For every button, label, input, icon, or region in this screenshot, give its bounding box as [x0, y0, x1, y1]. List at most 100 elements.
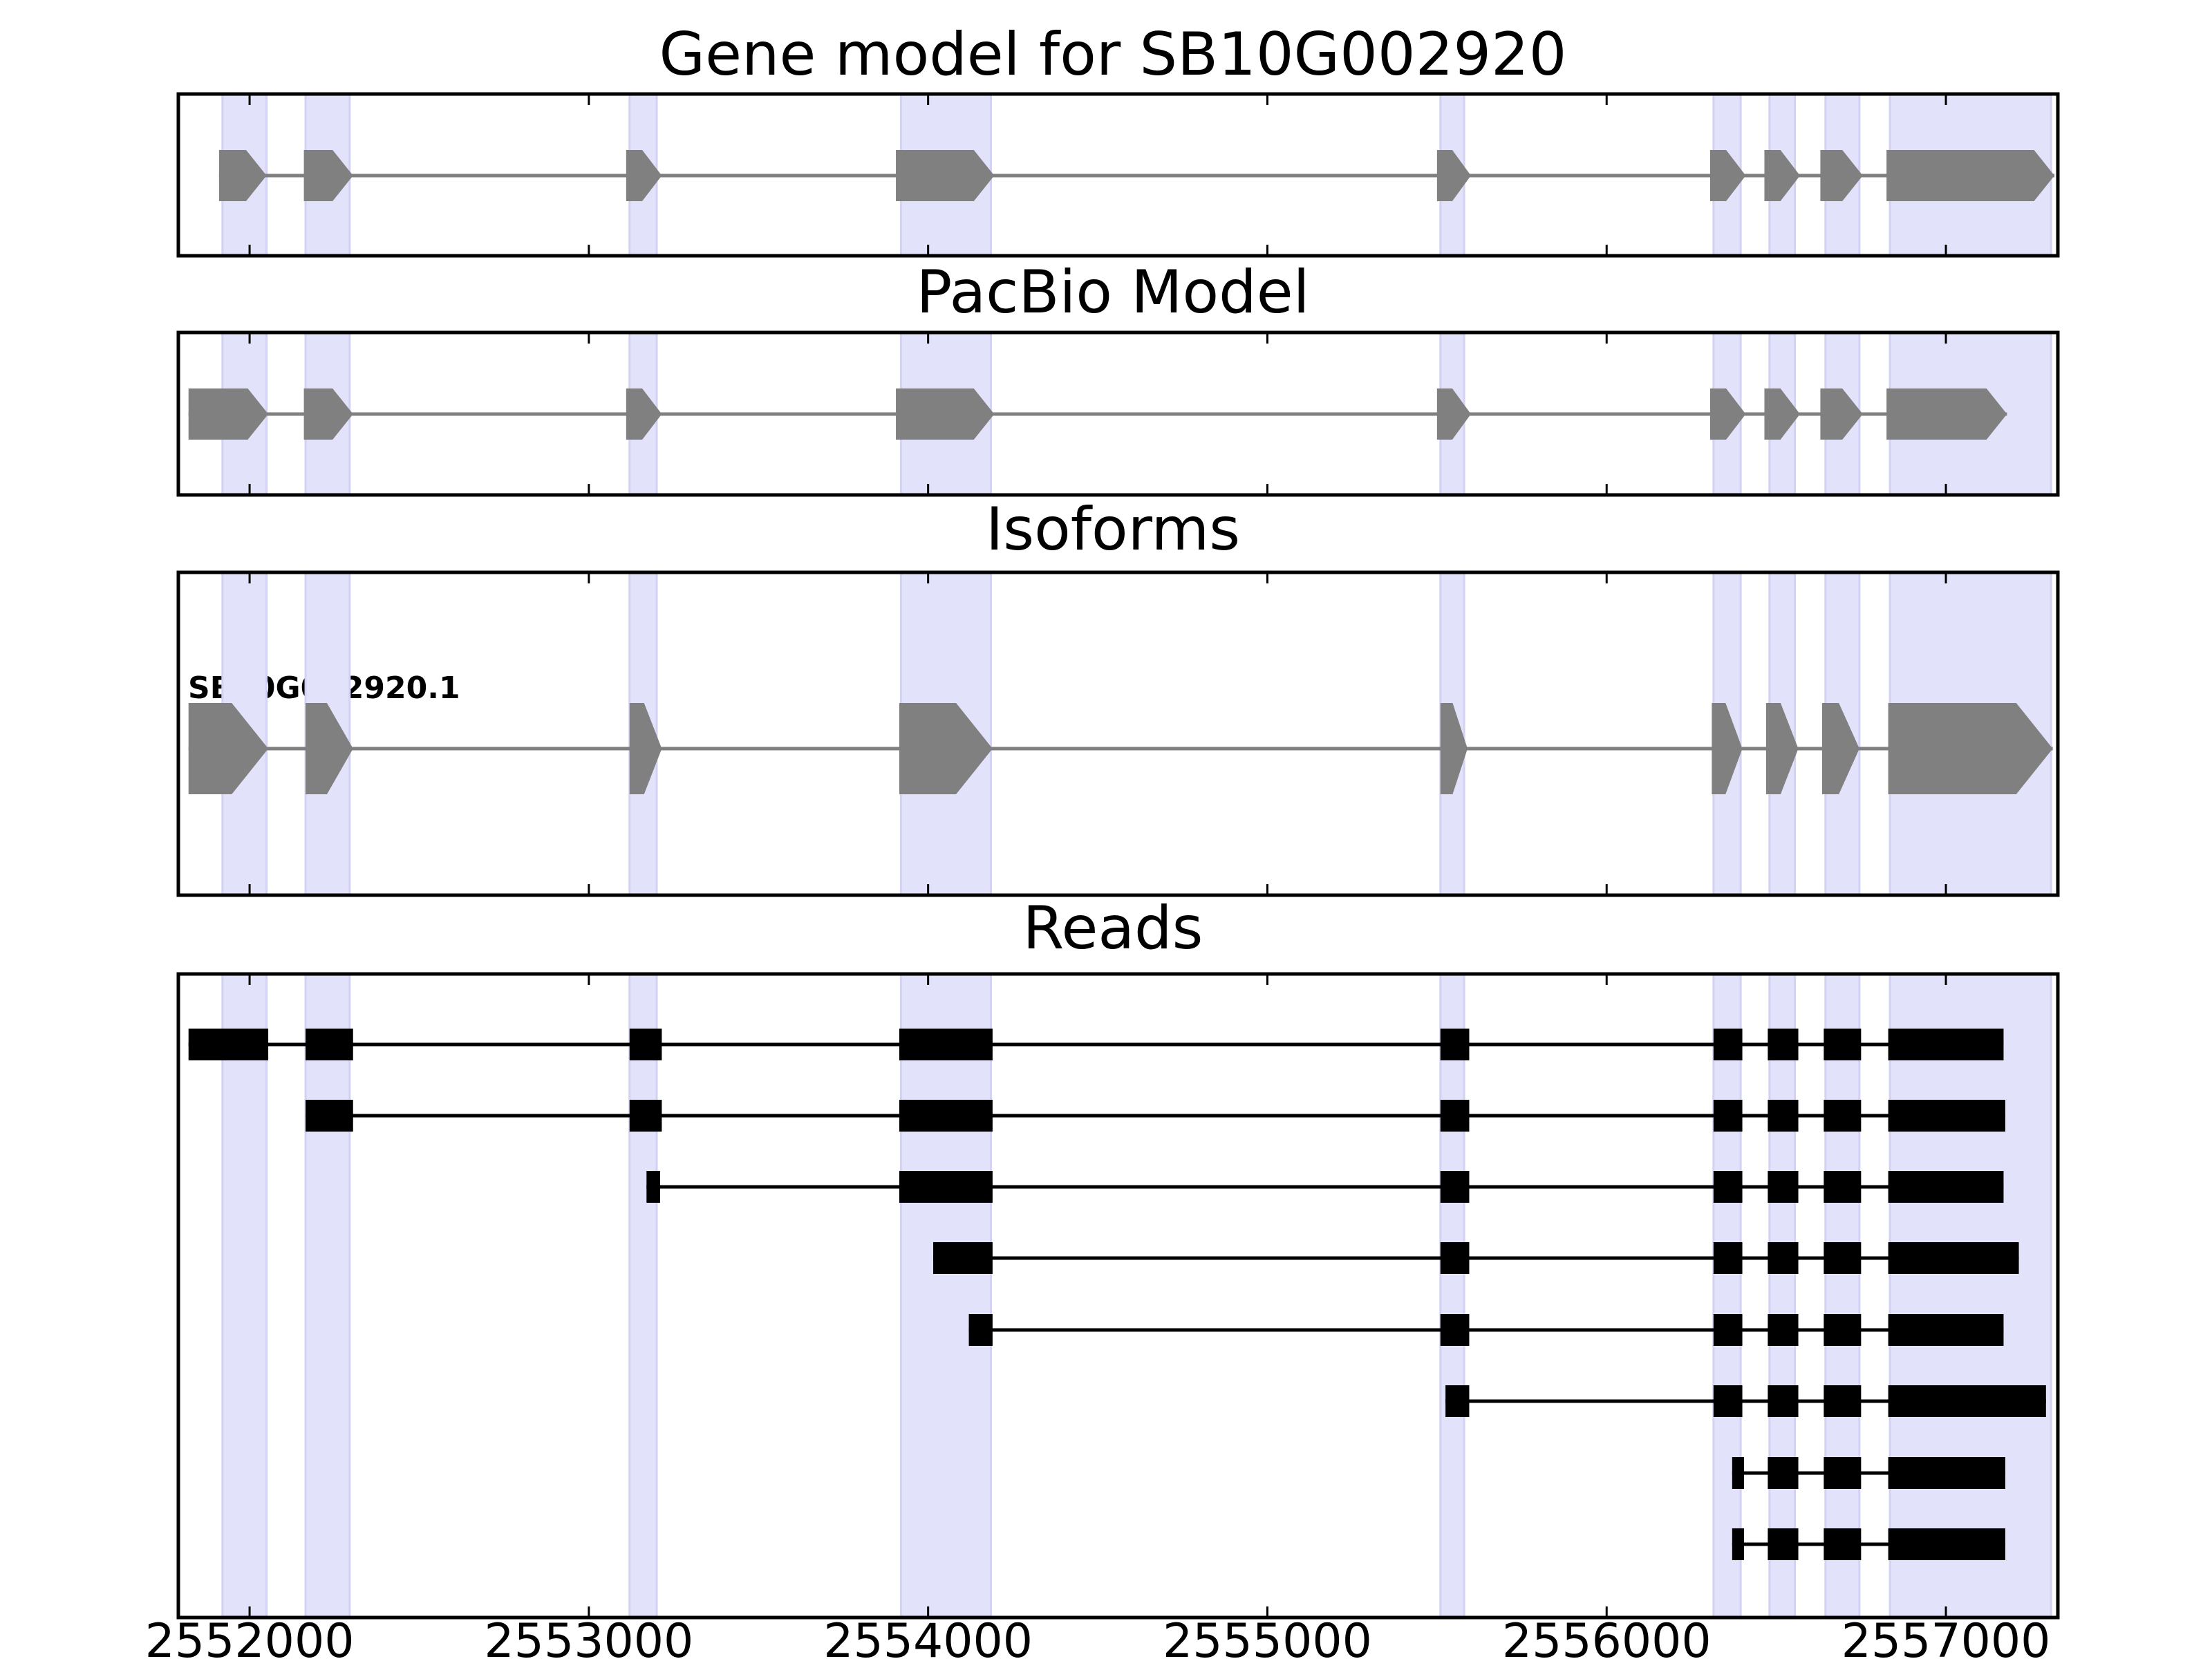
exon-arrow: [1764, 388, 1800, 440]
read-exon: [1824, 1242, 1862, 1274]
read-exon: [1824, 1314, 1862, 1346]
exon-arrow: [1436, 388, 1471, 440]
exon-arrow: [626, 150, 662, 201]
read-exon: [1824, 1171, 1862, 1203]
panel-frame: [176, 570, 2060, 897]
read-exon: [1440, 1171, 1470, 1203]
highlight-region: [628, 973, 658, 1619]
read-exon: [1713, 1171, 1743, 1203]
read-exon: [968, 1314, 993, 1346]
read-exon: [646, 1171, 660, 1203]
exon-arrow: [218, 150, 267, 201]
read-exon: [1824, 1385, 1862, 1417]
exon-arrow: [188, 388, 269, 440]
x-tick-label: 2553000: [484, 1614, 693, 1659]
read-exon: [1440, 1029, 1470, 1060]
read-exon: [1768, 1457, 1799, 1489]
read-exon: [1440, 1100, 1470, 1132]
panel-frame: [176, 972, 2060, 1620]
highlight-region: [1768, 973, 1797, 1619]
read-exon: [1732, 1528, 1745, 1560]
read-exon: [1713, 1314, 1743, 1346]
read-exon: [1713, 1029, 1743, 1060]
read-exon: [1888, 1314, 2004, 1346]
read-exon: [1768, 1242, 1799, 1274]
exon-arrow: [303, 150, 353, 201]
read-exon: [1888, 1242, 2019, 1274]
exon-arrow: [1820, 388, 1863, 440]
x-tick-label: 2557000: [1841, 1614, 2051, 1659]
read-exon: [1768, 1171, 1799, 1203]
exon-arrow: [306, 703, 353, 794]
exon-arrow: [626, 388, 662, 440]
read-exon: [1768, 1528, 1799, 1560]
read-exon: [1768, 1029, 1799, 1060]
read-exon: [1824, 1457, 1862, 1489]
read-exon: [1824, 1528, 1862, 1560]
read-exon: [1888, 1457, 2005, 1489]
read-exon: [1888, 1385, 2046, 1417]
x-tick-label: 2552000: [145, 1614, 355, 1659]
exon-arrow: [1820, 150, 1863, 201]
x-tick-label: 2556000: [1502, 1614, 1712, 1659]
highlight-region: [899, 973, 992, 1619]
exon-arrow: [896, 388, 995, 440]
read-exon: [188, 1029, 269, 1060]
panel-title-isoforms: Isoforms: [986, 495, 1240, 564]
read-exon: [629, 1029, 662, 1060]
read-exon: [899, 1171, 993, 1203]
x-tick-label: 2555000: [1163, 1614, 1372, 1659]
highlight-region: [1888, 973, 2052, 1619]
read-exon: [1768, 1314, 1799, 1346]
exon-arrow: [1712, 703, 1743, 794]
x-tick-labels: 2552000 2553000 2554000 2555000 2556000 …: [145, 1614, 2051, 1659]
exon-arrow: [1709, 150, 1746, 201]
exon-arrow: [303, 388, 353, 440]
exon-arrow: [1886, 388, 2007, 440]
exon-arrow: [1440, 703, 1468, 794]
exon-arrow: [899, 703, 993, 794]
panel-frame: [176, 92, 2060, 258]
exon-arrow: [1436, 150, 1471, 201]
read-exon: [306, 1029, 353, 1060]
exon-arrow: [1764, 150, 1800, 201]
x-tick-label: 2554000: [823, 1614, 1033, 1659]
highlight-region: [1824, 973, 1861, 1619]
read-exon: [1713, 1242, 1743, 1274]
highlight-region: [1439, 973, 1465, 1619]
panel-title-gene-model: Gene model for SB10G002920: [659, 20, 1567, 89]
exon-arrow: [1765, 703, 1799, 794]
exon-arrow: [188, 703, 269, 794]
panel-frame: [176, 330, 2060, 497]
read-exon: [1888, 1100, 2005, 1132]
read-exon: [933, 1242, 993, 1274]
read-exon: [1888, 1528, 2005, 1560]
read-exon: [899, 1029, 993, 1060]
read-exon: [1732, 1457, 1745, 1489]
read-exon: [1445, 1385, 1470, 1417]
highlight-region: [1712, 973, 1742, 1619]
exon-arrow: [1888, 703, 2053, 794]
read-exon: [1824, 1100, 1862, 1132]
highlight-region: [304, 973, 351, 1619]
read-exon: [1824, 1029, 1862, 1060]
exon-arrow: [896, 150, 995, 201]
read-exon: [1768, 1100, 1799, 1132]
exon-arrow: [1709, 388, 1746, 440]
read-exon: [306, 1100, 353, 1132]
read-exon: [899, 1100, 993, 1132]
exon-arrow: [1821, 703, 1859, 794]
read-exon: [1888, 1171, 2004, 1203]
panel-title-pacbio-model: PacBio Model: [916, 258, 1309, 327]
panel-title-reads: Reads: [1023, 894, 1203, 963]
read-exon: [629, 1100, 662, 1132]
highlight-region: [221, 973, 268, 1619]
read-exon: [1713, 1100, 1743, 1132]
plot-layer: [176, 92, 2060, 1620]
read-exon: [1888, 1029, 2004, 1060]
read-exon: [1440, 1242, 1470, 1274]
read-exon: [1440, 1314, 1470, 1346]
exon-arrow: [1886, 150, 2055, 201]
exon-arrow: [629, 703, 662, 794]
